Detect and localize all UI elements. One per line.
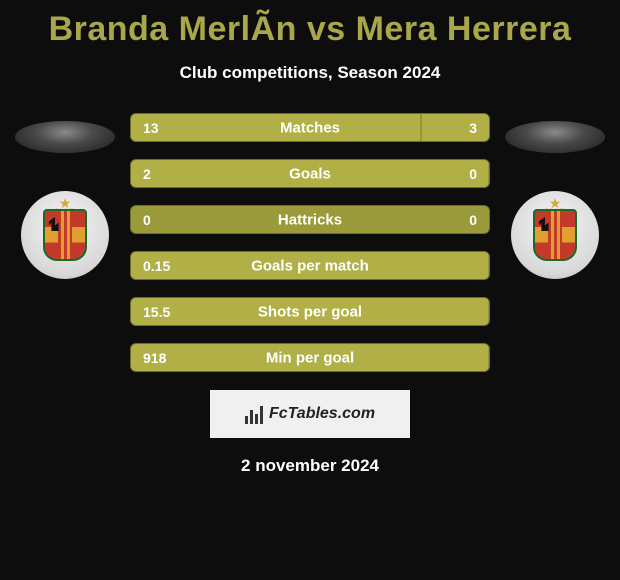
stat-value-right: 0 [469, 212, 477, 228]
player-photo-placeholder-right [505, 121, 605, 153]
stat-value-left: 0 [143, 212, 151, 228]
stat-bar-left [131, 114, 421, 141]
crest-shield-icon [533, 209, 577, 261]
stat-value-left: 15.5 [143, 304, 170, 320]
stat-row: 2 0 Goals [130, 159, 490, 188]
date-label: 2 november 2024 [0, 456, 620, 476]
club-crest-right: ★ CLUB [511, 191, 599, 279]
stat-row: 918 Min per goal [130, 343, 490, 372]
player-photo-placeholder-left [15, 121, 115, 153]
stat-row: 0 0 Hattricks [130, 205, 490, 234]
page-title: Branda MerlÃ­n vs Mera Herrera [0, 0, 620, 49]
player-left-column: ★ CLUB [5, 113, 125, 279]
stat-value-right: 0 [469, 166, 477, 182]
stat-bar-right [421, 114, 489, 141]
stat-row: 15.5 Shots per goal [130, 297, 490, 326]
stat-label: Matches [280, 119, 340, 136]
stat-value-left: 2 [143, 166, 151, 182]
stat-value-left: 13 [143, 120, 159, 136]
stat-label: Goals [289, 165, 331, 182]
stat-row: 13 3 Matches [130, 113, 490, 142]
watermark: FcTables.com [210, 390, 410, 438]
bars-icon [245, 404, 265, 424]
watermark-text: FcTables.com [269, 405, 375, 423]
stat-value-right: 3 [469, 120, 477, 136]
player-right-column: ★ CLUB [495, 113, 615, 279]
club-crest-left: ★ CLUB [21, 191, 109, 279]
stat-label: Hattricks [278, 211, 342, 228]
infographic-container: Branda MerlÃ­n vs Mera Herrera Club comp… [0, 0, 620, 580]
stat-value-left: 918 [143, 350, 166, 366]
stat-label: Shots per goal [258, 303, 362, 320]
subtitle: Club competitions, Season 2024 [0, 63, 620, 83]
stats-bars: 13 3 Matches 2 0 Goals 0 0 Hattricks 0.15 Goals pe… [125, 113, 495, 372]
stat-row: 0.15 Goals per match [130, 251, 490, 280]
content-row: ★ CLUB 13 3 Matches 2 0 Goals 0 0 Hattricks 0.15 G… [0, 113, 620, 372]
stat-label: Min per goal [266, 349, 354, 366]
stat-value-left: 0.15 [143, 258, 170, 274]
crest-shield-icon [43, 209, 87, 261]
stat-label: Goals per match [251, 257, 369, 274]
